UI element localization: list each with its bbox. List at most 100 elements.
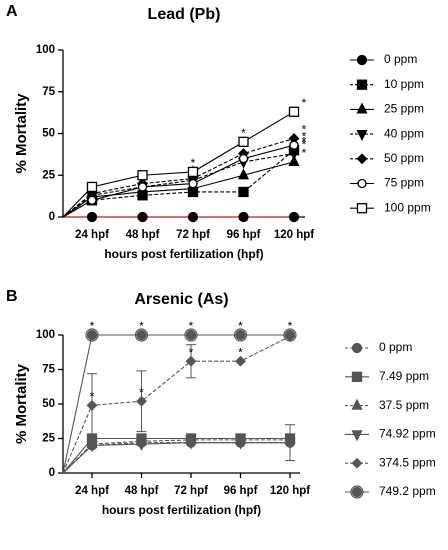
marker <box>235 355 246 367</box>
legend-label: 10 ppm <box>384 77 424 91</box>
significance-mark: * <box>139 385 144 399</box>
marker <box>238 153 249 164</box>
series-line <box>62 437 290 474</box>
significance-mark: * <box>238 345 243 359</box>
y-axis-title: % Mortality <box>13 93 30 174</box>
y-axis-title: % Mortality <box>13 363 30 444</box>
series-line <box>62 335 291 474</box>
series-line <box>62 442 290 474</box>
x-tick-label: 48 hpf <box>125 485 159 497</box>
marker <box>356 153 368 165</box>
marker <box>187 166 199 178</box>
marker-ring <box>350 485 364 499</box>
legend-label: 7.49 ppm <box>379 369 429 383</box>
panel-label: A <box>6 3 18 20</box>
legend-label: 74.92 ppm <box>379 427 436 441</box>
legend-label: 0 ppm <box>384 52 417 66</box>
significance-mark: * <box>241 126 246 140</box>
x-tick-label: 24 hpf <box>75 485 109 497</box>
marker <box>288 154 300 167</box>
series-line <box>62 439 290 474</box>
panel-label: B <box>6 288 18 305</box>
significance-mark: * <box>90 390 95 404</box>
marker <box>351 457 363 469</box>
significance-mark: * <box>238 319 243 333</box>
marker <box>137 170 148 181</box>
marker <box>356 203 368 214</box>
y-tick-label: 25 <box>42 433 55 445</box>
marker <box>136 395 147 407</box>
series-line <box>62 144 295 218</box>
x-tick-label: 96 hpf <box>224 485 258 497</box>
legend-label: 374.5 ppm <box>379 455 436 469</box>
series-line <box>62 137 295 218</box>
marker <box>234 438 247 450</box>
marker <box>288 149 300 161</box>
chart-title: Lead (Pb) <box>148 6 221 23</box>
marker <box>187 211 199 223</box>
marker-ring <box>85 328 99 342</box>
legend-label: 75 ppm <box>384 176 424 190</box>
significance-mark: * <box>302 96 307 110</box>
significance-mark: * <box>302 129 307 143</box>
marker <box>235 329 246 341</box>
x-tick-label: 72 hpf <box>174 485 208 497</box>
marker <box>351 342 363 354</box>
significance-mark: * <box>302 146 307 160</box>
y-tick-label: 75 <box>42 86 55 98</box>
marker <box>288 106 300 117</box>
series-line <box>62 152 295 218</box>
significance-mark: * <box>288 319 293 333</box>
series-line <box>62 334 290 474</box>
marker <box>356 54 368 66</box>
marker <box>356 79 368 90</box>
legend-label: 0 ppm <box>379 340 412 354</box>
significance-mark: * <box>191 156 196 170</box>
marker <box>86 329 98 341</box>
marker <box>188 178 198 189</box>
y-tick-label: 100 <box>36 329 55 341</box>
marker <box>137 211 148 223</box>
marker <box>137 182 148 192</box>
significance-mark: * <box>189 319 194 333</box>
y-tick-label: 0 <box>49 211 55 223</box>
y-tick-label: 0 <box>49 467 55 479</box>
legend-label: 100 ppm <box>384 200 431 214</box>
marker <box>288 211 300 223</box>
marker <box>86 181 98 193</box>
marker <box>185 438 197 450</box>
marker <box>351 430 363 442</box>
x-tick-label: 120 hpf <box>270 485 310 497</box>
x-axis-title: hours post fertilization (hpf) <box>102 503 261 517</box>
marker <box>238 186 249 198</box>
marker <box>136 329 147 341</box>
marker <box>86 399 98 411</box>
series-line <box>62 149 295 218</box>
significance-mark: * <box>139 319 144 333</box>
y-tick-label: 50 <box>42 128 55 140</box>
x-axis-title: hours post fertilization (hpf) <box>104 247 263 261</box>
legend-label: 40 ppm <box>384 126 424 140</box>
significance-mark: * <box>90 319 95 333</box>
chart-title: Arsenic (As) <box>134 291 228 308</box>
y-tick-label: 50 <box>42 398 55 410</box>
legend-label: 50 ppm <box>384 151 424 165</box>
x-tick-label: 48 hpf <box>126 229 160 241</box>
legend-label: 749.2 ppm <box>379 484 436 498</box>
significance-mark: * <box>302 123 307 137</box>
marker <box>356 129 368 142</box>
marker <box>289 140 299 150</box>
y-tick-label: 25 <box>42 169 55 181</box>
marker <box>185 329 197 341</box>
significance-mark: * <box>189 345 194 359</box>
significance-mark: * <box>302 138 307 152</box>
y-tick-label: 75 <box>42 364 55 376</box>
legend-label: 25 ppm <box>384 102 424 116</box>
marker <box>351 486 363 498</box>
marker-ring <box>233 328 248 342</box>
marker <box>135 439 148 451</box>
marker <box>87 195 97 205</box>
marker <box>284 329 296 341</box>
series-line <box>62 111 295 218</box>
